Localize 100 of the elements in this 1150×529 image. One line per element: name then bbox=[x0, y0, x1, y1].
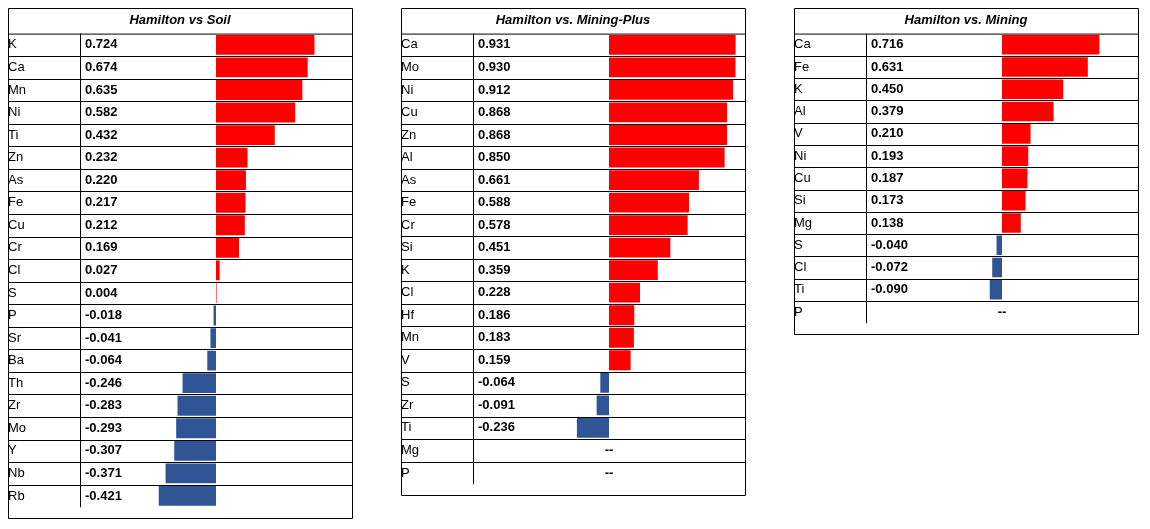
data-label: 0.138 bbox=[871, 214, 904, 230]
data-label: -0.091 bbox=[478, 396, 515, 412]
data-label: -0.371 bbox=[85, 464, 122, 480]
bar bbox=[1002, 168, 1028, 189]
y-tick-label: Zn bbox=[401, 126, 417, 142]
data-label: 0.674 bbox=[85, 59, 119, 75]
y-tick-label: Si bbox=[401, 239, 413, 255]
bar bbox=[1002, 190, 1026, 211]
data-label: 0.159 bbox=[478, 351, 511, 367]
bar bbox=[1002, 34, 1100, 55]
y-tick-label: S bbox=[401, 374, 410, 390]
y-tick-label: Mo bbox=[401, 58, 420, 74]
bar bbox=[609, 147, 725, 168]
y-tick-label: Cr bbox=[8, 239, 23, 255]
bar bbox=[609, 237, 671, 258]
data-label: -0.040 bbox=[871, 236, 908, 252]
data-label: 0.931 bbox=[478, 36, 511, 52]
data-label: -0.421 bbox=[85, 487, 122, 503]
bar bbox=[216, 34, 315, 55]
data-label: -0.064 bbox=[85, 352, 123, 368]
bar bbox=[1002, 124, 1031, 144]
data-label: -0.064 bbox=[478, 374, 516, 390]
y-tick-label: Ni bbox=[401, 81, 414, 97]
y-tick-label: V bbox=[794, 125, 803, 141]
data-label: 0.359 bbox=[478, 261, 511, 277]
data-label: 0.724 bbox=[85, 36, 119, 52]
y-tick-label: Fe bbox=[794, 58, 810, 74]
y-tick-label: Ba bbox=[8, 352, 25, 368]
chart-title: Hamilton vs Soil bbox=[129, 12, 231, 28]
bar bbox=[609, 215, 688, 236]
y-tick-label: Rb bbox=[8, 487, 25, 503]
y-tick-label: Cu bbox=[401, 104, 418, 120]
data-label: 0.451 bbox=[478, 239, 511, 255]
bar bbox=[596, 395, 609, 416]
bar bbox=[1002, 101, 1054, 122]
y-tick-label: Al bbox=[794, 103, 806, 119]
data-label: 0.631 bbox=[871, 58, 904, 74]
y-tick-label: Cu bbox=[794, 169, 811, 185]
bar bbox=[1002, 79, 1064, 100]
y-tick-label: Zr bbox=[401, 396, 414, 412]
chart-title: Hamilton vs. Mining bbox=[904, 12, 1028, 28]
data-label: 0.450 bbox=[871, 80, 904, 96]
y-tick-label: K bbox=[8, 36, 17, 52]
y-tick-label: P bbox=[401, 464, 410, 480]
data-label: 0.193 bbox=[871, 147, 904, 163]
bar bbox=[182, 373, 216, 394]
y-tick-label: K bbox=[401, 261, 410, 277]
y-tick-label: Sr bbox=[8, 329, 22, 345]
y-tick-label: Al bbox=[401, 149, 413, 165]
bar bbox=[996, 235, 1002, 256]
y-tick-label: Cu bbox=[8, 216, 25, 232]
y-tick-label: Ti bbox=[401, 419, 412, 435]
data-label: -0.090 bbox=[871, 281, 908, 297]
data-label: 0.635 bbox=[85, 81, 118, 97]
data-label: 0.173 bbox=[871, 192, 904, 208]
data-label: 0.169 bbox=[85, 239, 118, 255]
bar bbox=[216, 57, 308, 78]
bar bbox=[609, 34, 736, 55]
bar bbox=[207, 350, 216, 371]
data-label: -0.236 bbox=[478, 419, 515, 435]
data-label: -0.072 bbox=[871, 259, 908, 275]
y-tick-label: Zn bbox=[8, 149, 24, 165]
data-label: 0.912 bbox=[478, 81, 511, 97]
bar bbox=[609, 192, 689, 213]
data-label: 0.661 bbox=[478, 171, 511, 187]
y-tick-label: As bbox=[401, 171, 417, 187]
data-label: 0.004 bbox=[85, 284, 119, 300]
data-label: -0.283 bbox=[85, 397, 122, 413]
data-label: 0.220 bbox=[85, 171, 118, 187]
y-tick-label: Ca bbox=[794, 36, 812, 52]
data-label: 0.027 bbox=[85, 261, 118, 277]
y-tick-label: Ca bbox=[401, 36, 419, 52]
y-tick-label: P bbox=[8, 307, 17, 323]
bar bbox=[216, 102, 296, 123]
bar bbox=[216, 192, 246, 213]
text: -- bbox=[604, 441, 614, 457]
y-tick-label: Cl bbox=[8, 261, 21, 277]
data-label: -0.246 bbox=[85, 374, 122, 390]
bar bbox=[177, 395, 216, 416]
bar bbox=[174, 440, 216, 461]
data-label: 0.379 bbox=[871, 103, 904, 119]
bar bbox=[216, 237, 239, 258]
bar bbox=[609, 80, 734, 100]
y-tick-label: Ca bbox=[8, 59, 26, 75]
data-label: 0.868 bbox=[478, 104, 511, 120]
bar bbox=[216, 260, 220, 281]
y-tick-label: V bbox=[401, 351, 410, 367]
bar bbox=[609, 350, 631, 371]
bar bbox=[609, 327, 634, 348]
bar bbox=[609, 305, 635, 326]
y-tick-label: Ti bbox=[8, 126, 19, 142]
bar bbox=[989, 279, 1002, 300]
data-label: 0.228 bbox=[478, 284, 511, 300]
data-label: 0.232 bbox=[85, 149, 118, 165]
bar bbox=[165, 463, 216, 484]
data-label: 0.930 bbox=[478, 58, 511, 74]
data-label: 0.217 bbox=[85, 194, 118, 210]
bar bbox=[158, 486, 216, 506]
bar bbox=[216, 170, 246, 191]
data-label: 0.210 bbox=[871, 125, 904, 141]
